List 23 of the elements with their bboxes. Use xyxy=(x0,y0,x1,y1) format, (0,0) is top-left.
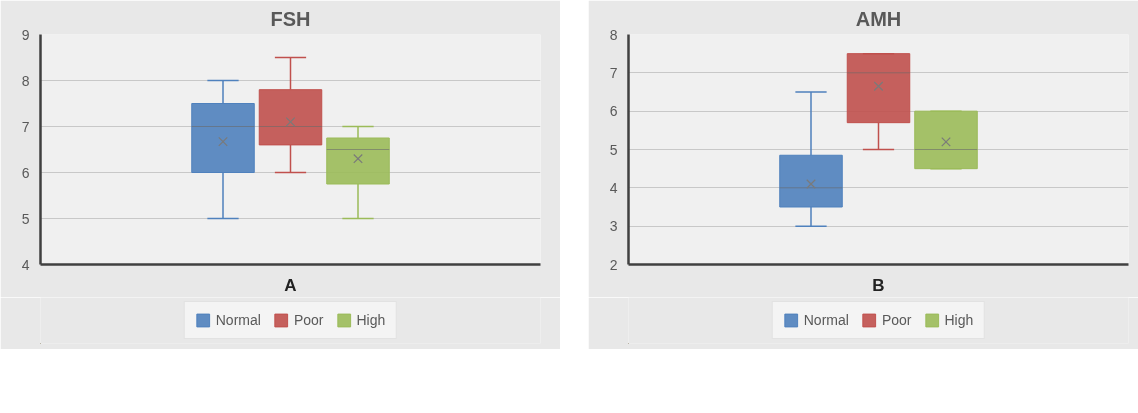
y-tick-label: 5 xyxy=(609,141,618,158)
y-tick-label: 3 xyxy=(609,218,618,235)
y-tick-label: 5 xyxy=(21,210,30,227)
y-tick-label: 8 xyxy=(609,26,618,43)
legend-label: High xyxy=(944,312,974,328)
legend-label: Poor xyxy=(293,312,324,328)
chart-title: AMH xyxy=(855,7,902,30)
legend-label: High xyxy=(356,312,386,328)
y-tick-label: 7 xyxy=(21,118,30,135)
y-tick-label: 4 xyxy=(609,179,618,196)
y-tick-label: 2 xyxy=(609,256,618,273)
x-tick-label: A xyxy=(284,275,297,295)
y-tick-label: 6 xyxy=(609,103,618,120)
y-tick-label: 4 xyxy=(21,256,30,273)
y-tick-label: 7 xyxy=(609,64,618,81)
chart-title: FSH xyxy=(270,7,311,30)
legend-label: Poor xyxy=(881,312,912,328)
legend-label: Normal xyxy=(215,312,261,328)
y-tick-label: 8 xyxy=(21,72,30,89)
y-tick-label: 9 xyxy=(21,26,30,43)
x-tick-label: B xyxy=(872,275,885,295)
y-tick-label: 6 xyxy=(21,164,30,181)
legend-label: Normal xyxy=(803,312,849,328)
